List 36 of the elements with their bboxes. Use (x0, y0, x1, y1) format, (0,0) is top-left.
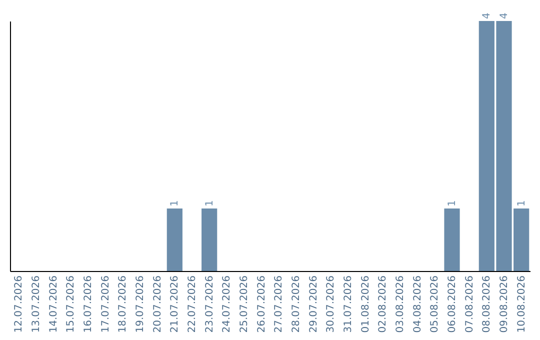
x-tick-label: 17.07.2026 (100, 276, 112, 333)
x-tick-label: 30.07.2026 (326, 276, 337, 333)
x-tick-label: 23.07.2026 (204, 276, 216, 333)
x-tick-label: 10.08.2026 (516, 276, 528, 333)
x-tick-label: 16.07.2026 (83, 276, 94, 333)
x-tick-label: 22.07.2026 (187, 276, 198, 333)
x-tick-label: 15.07.2026 (66, 276, 77, 333)
x-tick-label: 06.08.2026 (447, 276, 458, 333)
data-label: 1 (204, 200, 216, 206)
x-tick-label: 12.07.2026 (14, 276, 25, 333)
x-tick-label: 26.07.2026 (256, 276, 268, 333)
data-label: 4 (482, 12, 493, 19)
data-label: 1 (447, 200, 458, 206)
x-tick-label: 20.07.2026 (152, 276, 164, 333)
x-tick-label: 09.08.2026 (499, 276, 510, 333)
data-label: 4 (499, 12, 510, 19)
data-label: 1 (516, 200, 528, 206)
data-label: 1 (170, 200, 181, 206)
x-tick-label: 05.08.2026 (430, 276, 441, 333)
x-tick-label: 18.07.2026 (118, 276, 129, 333)
x-tick-label: 02.08.2026 (378, 276, 389, 333)
x-tick-label: 14.07.2026 (48, 276, 60, 333)
x-tick-label: 27.07.2026 (274, 276, 285, 333)
x-tick-label: 28.07.2026 (291, 276, 302, 333)
x-tick-label: 29.07.2026 (308, 276, 320, 333)
x-tick-label: 24.07.2026 (222, 276, 233, 333)
x-tick-label: 19.07.2026 (135, 276, 146, 333)
x-tick-label: 21.07.2026 (170, 276, 181, 333)
x-tick-label: 25.07.2026 (239, 276, 250, 333)
x-tick-label: 08.08.2026 (482, 276, 493, 333)
x-tick-label: 03.08.2026 (395, 276, 406, 333)
x-tick-label: 04.08.2026 (412, 276, 424, 333)
x-tick-label: 31.07.2026 (343, 276, 354, 333)
x-tick-label: 07.08.2026 (464, 276, 476, 333)
x-tick-label: 01.08.2026 (360, 276, 372, 333)
x-tick-label: 13.07.2026 (31, 276, 42, 333)
